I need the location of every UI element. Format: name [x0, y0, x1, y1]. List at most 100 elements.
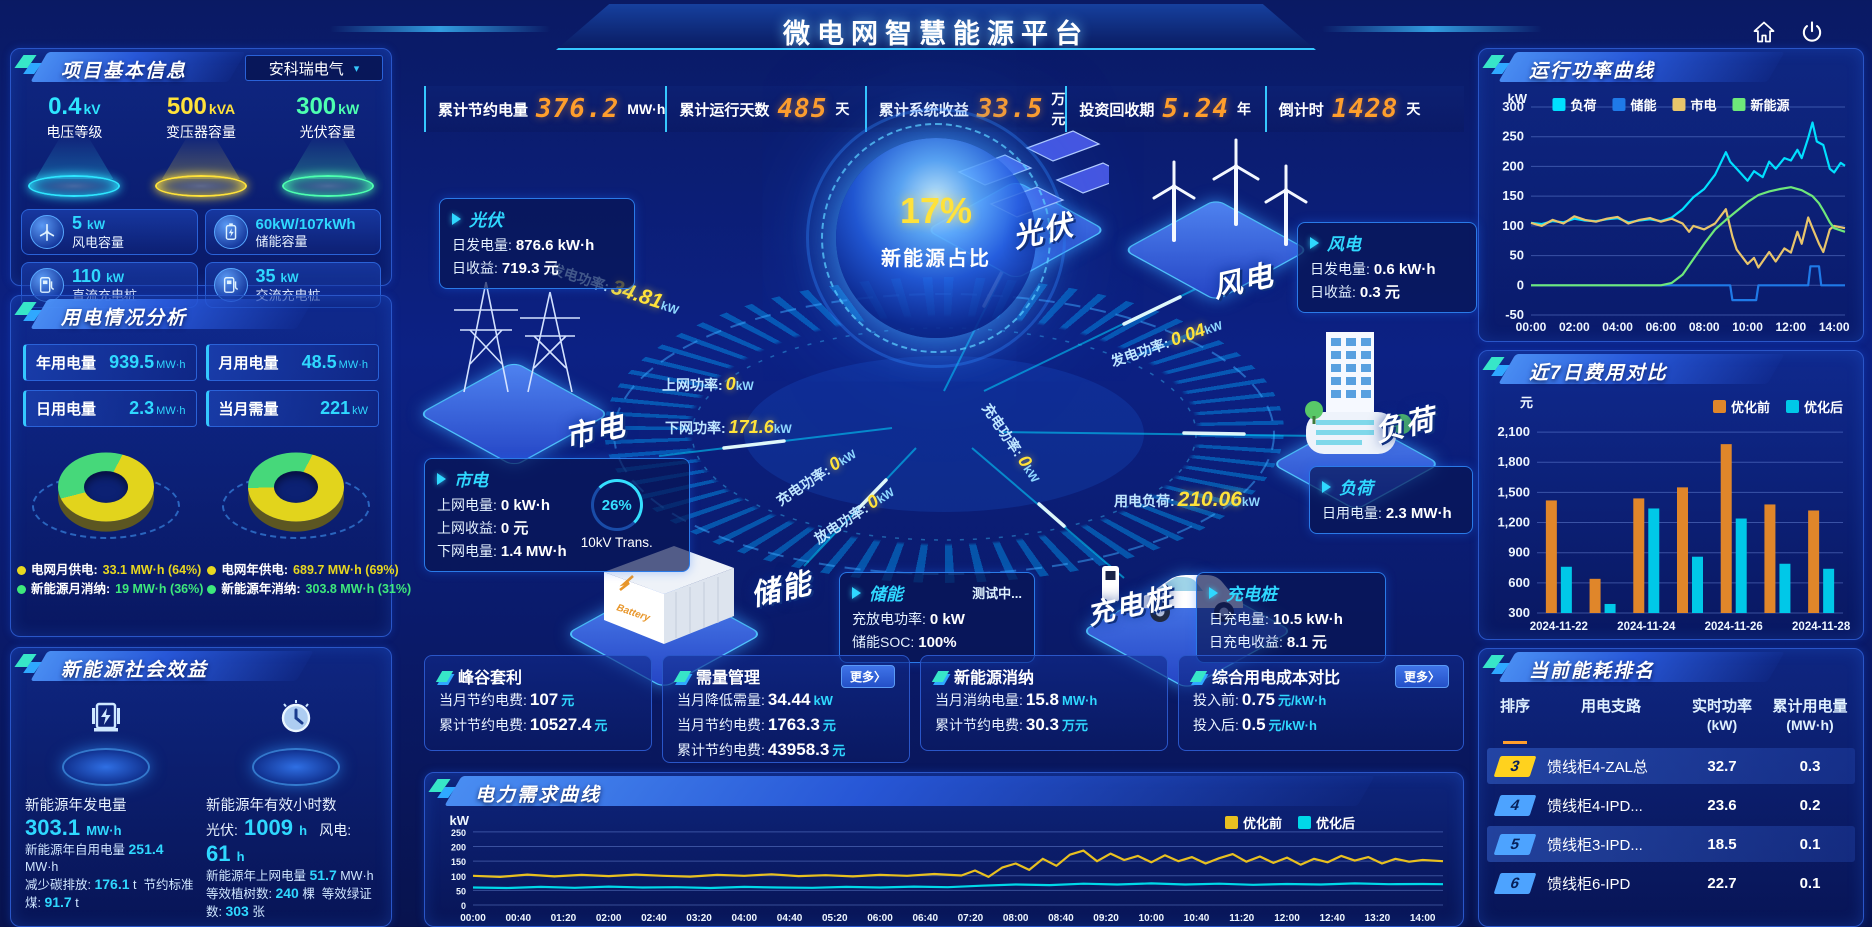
- flow-export: 上网功率: 0kW: [662, 374, 754, 394]
- svg-text:04:40: 04:40: [777, 913, 803, 924]
- rank-badge: 3: [1493, 755, 1537, 777]
- svg-text:13:20: 13:20: [1365, 913, 1391, 924]
- svg-text:-50: -50: [1505, 307, 1524, 322]
- more-button[interactable]: 更多〉: [840, 664, 895, 688]
- benefit-stats: 新能源年发电量 303.1 MW·h 新能源年自用电量 251.4 MW·h 减…: [25, 794, 377, 927]
- panel-title: 项目基本信息: [61, 61, 188, 82]
- branch-name: 馈线柜3-IPD...: [1547, 836, 1643, 854]
- demand-mgmt-card: 需量管理 更多〉 当月降低需量: 34.44 kW 当月节约电费: 1763.3 元 累计…: [662, 655, 910, 763]
- panel-header: 用电情况分析: [11, 296, 391, 334]
- charger-card: 充电桩 日充电量: 10.5 kW·h 日充电收益: 8.1 元: [1196, 572, 1386, 663]
- svg-text:02:00: 02:00: [1559, 320, 1590, 334]
- total-energy: 0.2: [1799, 796, 1821, 814]
- svg-text:kW: kW: [1508, 91, 1528, 106]
- hours-pedestal: [236, 696, 356, 788]
- panel-header: 近7日费用对比: [1479, 351, 1863, 389]
- svg-text:2024-11-22: 2024-11-22: [1530, 621, 1588, 633]
- donut-legends: 电网月供电: 33.1 MW·h (64%) 新能源月消纳: 19 MW·h (36…: [17, 561, 411, 599]
- svg-text:11:20: 11:20: [1229, 913, 1254, 924]
- power-icon[interactable]: [1796, 16, 1828, 48]
- svg-text:900: 900: [1508, 545, 1530, 560]
- svg-text:01:20: 01:20: [551, 913, 577, 924]
- spotlight-pv-capacity: 300 kW 光伏容量: [269, 93, 387, 201]
- wind-capacity-card: 5 kW 风电容量: [21, 209, 198, 255]
- ranking-header: 排序 用电支路 实时功率 (kW) 累计用电量 (MW·h): [1499, 698, 1848, 733]
- chevron-right-icon: [1310, 236, 1319, 249]
- table-row[interactable]: 5 馈线柜3-IPD... 18.5 0.1: [1487, 826, 1855, 862]
- renewable-benefit-panel: 新能源社会效益 新能源年发电量 303.1 MW·h 新能源年自用电量 251.…: [10, 647, 392, 927]
- svg-text:200: 200: [451, 843, 466, 853]
- svg-text:02:00: 02:00: [596, 913, 622, 924]
- solar-battery-icon: [84, 702, 128, 744]
- storage-capacity-card: 60kW/107kWh 储能容量: [204, 209, 381, 255]
- branch-name: 馈线柜4-ZAL总: [1547, 758, 1648, 776]
- svg-text:600: 600: [1508, 575, 1530, 590]
- svg-text:300: 300: [1508, 605, 1530, 620]
- wind-turbine-icon: [30, 215, 64, 249]
- renewable-absorb-card: 新能源消纳 当月消纳电量: 15.8 MW·h 累计节约电费: 30.3 万元: [920, 655, 1168, 751]
- svg-text:08:00: 08:00: [1689, 320, 1720, 334]
- company-select[interactable]: 安科瑞电气 ▾: [245, 55, 383, 81]
- spotlight-voltage: 0.4 kV 电压等级: [15, 93, 133, 201]
- more-button[interactable]: 更多〉: [1394, 664, 1449, 688]
- pv-card: 光伏 日发电量: 876.6 kW·h 日收益: 719.3 元: [439, 198, 635, 289]
- svg-text:2024-11-24: 2024-11-24: [1617, 621, 1676, 633]
- total-energy: 0.3: [1799, 757, 1821, 775]
- svg-text:00:40: 00:40: [505, 913, 531, 924]
- table-row[interactable]: 3 馈线柜4-ZAL总 32.7 0.3: [1487, 748, 1855, 784]
- peak-valley-card: 峰谷套利 当月节约电费: 107 元 累计节约电费: 10527.4 元: [424, 655, 652, 751]
- svg-text:250: 250: [1502, 129, 1524, 144]
- banner-decor-right: [1322, 26, 1542, 32]
- svg-text:03:20: 03:20: [686, 913, 712, 924]
- spotlight-stats: 0.4 kV 电压等级 500 kVA 变压器容量 300 kW 光伏容量: [11, 93, 391, 201]
- usage-analysis-panel: 用电情况分析 年用电量 939.5 MW·h 月用电量 48.5 MW·h 日用电量 2.…: [10, 295, 411, 637]
- rank-badge: 5: [1493, 833, 1537, 855]
- year-supply-donut: [216, 439, 376, 551]
- table-row[interactable]: 6 馈线柜6-IPD 22.7 0.1: [1487, 865, 1855, 901]
- table-row[interactable]: 4 馈线柜4-IPD... 23.6 0.2: [1487, 787, 1855, 823]
- flow-load: 用电负荷: 210.06kW: [1114, 488, 1260, 511]
- annual-hours: 新能源年有效小时数 光伏: 1009 h 风电: 61 h 新能源年上网电量 5…: [206, 798, 374, 919]
- svg-text:10:00: 10:00: [1139, 913, 1165, 924]
- svg-text:05:20: 05:20: [822, 913, 848, 924]
- renewable-share-label: 新能源占比: [881, 248, 991, 270]
- svg-text:元: 元: [1520, 395, 1533, 410]
- chart-legend: 优化前 优化后: [1712, 397, 1843, 416]
- flow-import: 下网功率: 171.6kW: [665, 417, 792, 437]
- power-towers-icon: [454, 281, 580, 393]
- card-corner-icon: [673, 670, 692, 682]
- storage-card: 储能 测试中... 充放电功率: 0 kW 储能SOC: 100%: [839, 572, 1035, 663]
- svg-text:0: 0: [1517, 277, 1524, 292]
- battery-icon: [213, 215, 248, 249]
- kpi-countdown: 倒计时 1428 天: [1264, 86, 1464, 132]
- svg-text:250: 250: [451, 828, 466, 838]
- panel-title: 近7日费用对比: [1529, 363, 1668, 384]
- branch-name: 馈线柜4-IPD...: [1547, 797, 1643, 815]
- chevron-right-icon: [1209, 586, 1218, 599]
- card-corner-icon: [1189, 670, 1208, 682]
- legend-grid-month: 电网月供电: 33.1 MW·h (64%): [17, 561, 203, 580]
- kpi-run-days: 累计运行天数 485 天: [665, 86, 864, 132]
- cost-bar-chart: 2,100 1,800 1,500 1,200 900 600 300 元 2024-11-22…: [1485, 395, 1857, 640]
- ranking-underline: [1503, 741, 1527, 744]
- energy-ranking-panel: 当前能耗排名 排序 用电支路 实时功率 (kW) 累计用电量 (MW·h) 3 馈线柜…: [1478, 648, 1864, 927]
- panel-title: 用电情况分析: [61, 308, 188, 329]
- chart-legend: 优化前 优化后: [1224, 813, 1355, 832]
- power-curve-chart: 300 250 200 150 100 50 0 -50 kW 00:00 02:00 04:00 06…: [1485, 91, 1857, 340]
- year-usage-stat: 年用电量 939.5 MW·h: [23, 344, 197, 381]
- chart-legend: 负荷 储能 市电 新能源: [1552, 95, 1790, 114]
- svg-text:06:40: 06:40: [912, 913, 938, 924]
- benefit-pedestals: [11, 696, 391, 788]
- realtime-power: 32.7: [1707, 757, 1737, 775]
- day-usage-stat: 日用电量 2.3 MW·h: [23, 390, 197, 427]
- svg-text:14:00: 14:00: [1410, 913, 1436, 924]
- branch-name: 馈线柜6-IPD: [1547, 875, 1631, 893]
- home-icon[interactable]: [1748, 16, 1780, 48]
- demand-chart: 250 200 150 100 50 0 kW 00:00 00:40 01:20 02:00 02:…: [433, 813, 1455, 927]
- svg-text:200: 200: [1502, 158, 1524, 173]
- panel-header: 新能源社会效益: [11, 648, 391, 686]
- clock-icon: [274, 700, 318, 744]
- svg-text:kW: kW: [450, 813, 470, 828]
- rank-badge: 6: [1493, 872, 1537, 894]
